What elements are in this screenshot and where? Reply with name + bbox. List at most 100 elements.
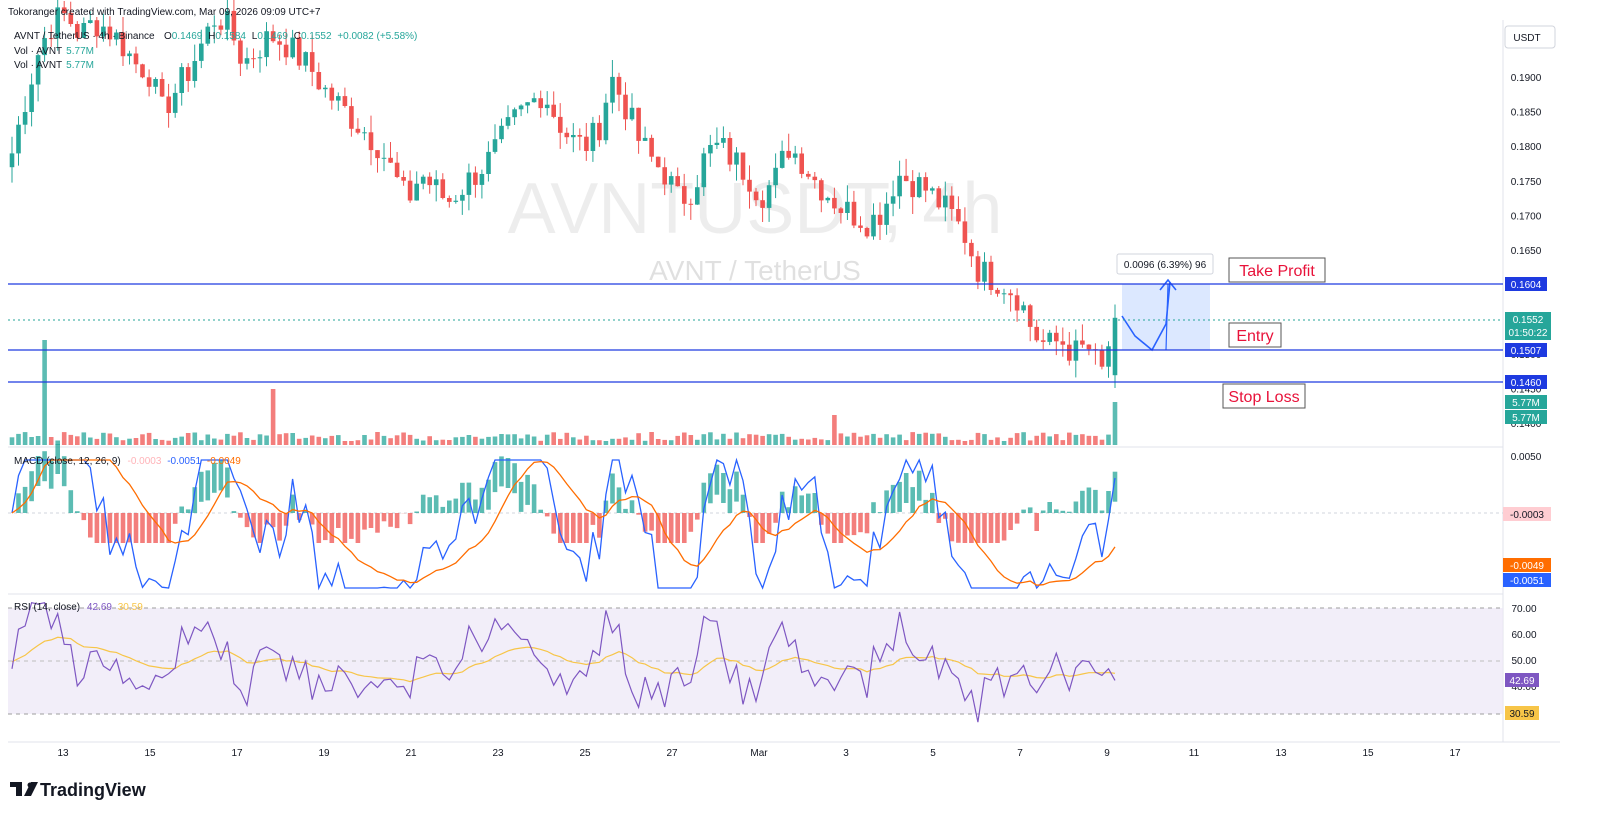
candle-body [551, 105, 556, 117]
candle-body [799, 154, 804, 174]
time-tick-label: 11 [1189, 748, 1200, 759]
candle-body [245, 58, 250, 64]
volume-bar [369, 440, 374, 446]
candle-body [486, 152, 491, 174]
candle-body [499, 126, 504, 139]
candle-body [643, 138, 648, 141]
volume-bar [662, 440, 667, 445]
volume-bar [976, 433, 981, 445]
macd-hist-bar [362, 513, 367, 530]
volume-bar [303, 438, 308, 445]
candle-body [715, 143, 720, 145]
macd-hist-bar [578, 513, 583, 543]
candle-body [362, 132, 367, 133]
volume-bar [695, 440, 700, 445]
candle-body [591, 123, 596, 151]
candle-body [493, 139, 498, 152]
volume-bar [238, 432, 243, 445]
candle-body [656, 157, 661, 168]
candle-body [16, 125, 21, 154]
volume-bar [1093, 436, 1098, 445]
candle-body [943, 196, 948, 208]
volume-bar [427, 436, 432, 445]
candle-body [1034, 327, 1039, 340]
candle-body [193, 61, 198, 81]
volume-bar [767, 434, 772, 445]
macd-hist-bar [388, 513, 393, 527]
rsi-tick-60: 60.00 [1511, 630, 1536, 641]
tradingview-logo[interactable]: TradingView [10, 780, 147, 800]
rsi-legend[interactable]: RSI (14, close) 42.69 30.59 [14, 602, 143, 613]
tradingview-icon-dot [28, 783, 33, 788]
volume-bar [591, 440, 596, 445]
macd-hist-bar [963, 513, 968, 543]
macd-hist-bar [741, 495, 746, 513]
last-price-text: 0.1552 [1513, 315, 1544, 326]
macd-hist-bar [317, 513, 322, 543]
volume-bar [388, 438, 393, 445]
macd-legend[interactable]: MACD (close, 12, 26, 9) -0.0003 -0.0051 … [14, 456, 241, 467]
macd-hist-bar [715, 465, 720, 495]
candle-body [630, 108, 635, 120]
macd-hist-bar [871, 502, 876, 513]
candle-body [134, 54, 139, 65]
volume-bar [264, 436, 269, 446]
volume-bar [127, 439, 132, 445]
rsi-title: RSI (14, close) [14, 602, 80, 613]
volume-bar [630, 440, 635, 445]
candle-body [858, 226, 863, 228]
volume-bar [284, 433, 289, 445]
candle-body [23, 112, 28, 125]
volume-bar [839, 433, 844, 445]
volume-bar [623, 437, 628, 445]
macd-hist-bar [865, 513, 870, 533]
macd-hist-bar [258, 513, 263, 543]
candle-body [10, 153, 15, 167]
candle-body [251, 58, 256, 59]
macd-hist-bar [571, 513, 576, 543]
symbol-line[interactable]: AVNT / TetherUS · 4h · Binance [14, 31, 155, 42]
volume-bar [871, 434, 876, 445]
macd-hist-bar [904, 473, 909, 503]
time-tick-label: 23 [492, 748, 504, 759]
candle-body [434, 179, 439, 185]
candle-body [930, 188, 935, 190]
volume-bar [147, 433, 152, 445]
candle-body [525, 102, 530, 105]
candle-body [565, 133, 570, 137]
candle-body [969, 243, 974, 256]
candle-body [1080, 341, 1085, 345]
candle-body [558, 117, 563, 133]
volume-bar [36, 436, 41, 445]
candle-body [604, 103, 609, 141]
macd-hist-bar [408, 513, 413, 524]
macd-hist-bar [186, 509, 191, 513]
macd-hist-bar [82, 513, 87, 520]
macd-hist-bar [1067, 512, 1072, 513]
volume-bar [454, 437, 459, 445]
candle-body [728, 138, 733, 165]
macd-hist-bar [584, 513, 589, 543]
volume-bar [923, 433, 928, 445]
candle-body [349, 106, 354, 129]
candle-body [382, 158, 387, 159]
macd-macd-value: -0.0051 [167, 456, 201, 467]
candle-body [923, 177, 928, 191]
macd-hist-bar [356, 513, 361, 543]
volume-bar [1061, 440, 1066, 445]
ohlc-change: +0.0082 (+5.58%) [337, 31, 417, 42]
volume-bar [989, 440, 994, 445]
volume-bar [219, 440, 224, 445]
volume-bar [179, 437, 184, 445]
volume-bar [878, 438, 883, 445]
macd-hist-bar [271, 513, 276, 527]
macd-hist-bar [330, 513, 335, 543]
macd-hist-bar [153, 513, 158, 543]
macd-hist-bar [140, 513, 145, 543]
volume-bar [362, 435, 367, 445]
volume-bar [95, 439, 100, 445]
